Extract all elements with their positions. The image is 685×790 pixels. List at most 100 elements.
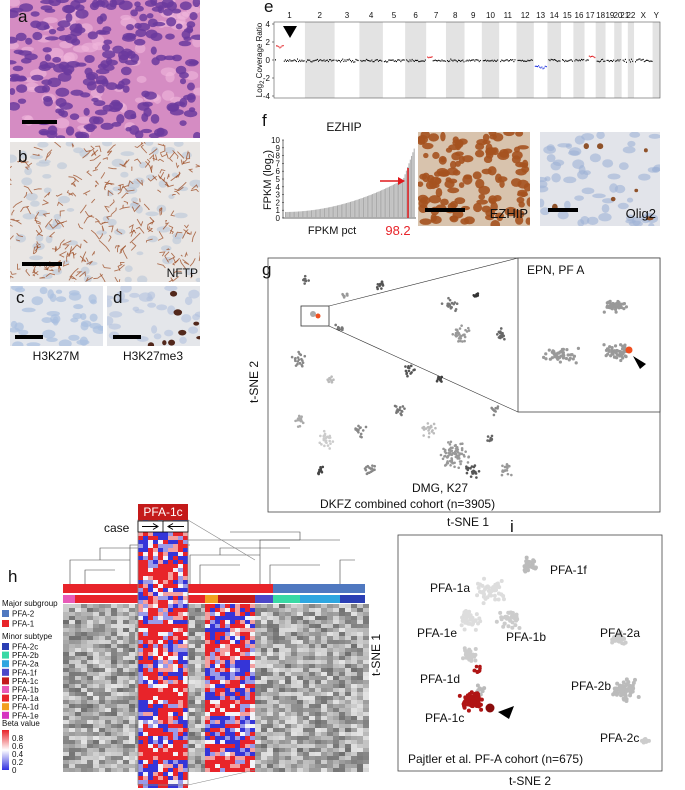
cell [23,213,36,219]
heatmap-cell [163,616,168,620]
heatmap-cell [129,732,135,736]
heatmap-cell [81,720,87,724]
heatmap-cell [178,536,183,540]
heatmap-cell [225,660,230,664]
heatmap-cell [163,644,168,648]
coverage-point [545,66,546,67]
heatmap-cell [148,724,153,728]
scale-bar [15,335,43,339]
sample-point [451,449,454,452]
heatmap-cell [273,668,279,672]
heatmap-cell [220,636,225,640]
heatmap-cell [363,704,369,708]
heatmap-cell [327,604,333,608]
sample-point [501,465,504,468]
heatmap-cell [291,664,297,668]
heatmap-cell [273,752,279,756]
heatmap-cell [267,612,273,616]
expression-bar [383,190,384,218]
heatmap-cell [183,552,188,556]
heatmap-cell [297,704,303,708]
heatmap-cell [143,748,148,752]
heatmap-cell [163,680,168,684]
coverage-point [569,60,570,61]
heatmap-cell [189,704,195,708]
heatmap-cell [303,636,309,640]
heatmap-cell [138,540,143,544]
heatmap-cell [63,712,69,716]
heatmap-cell [63,628,69,632]
cell [158,5,164,13]
heatmap-cell [357,732,363,736]
heatmap-cell [158,540,163,544]
sample-point [502,470,505,473]
heatmap-cell [81,636,87,640]
heatmap-cell [69,640,75,644]
sample-point [425,427,428,430]
heatmap-cell [261,680,267,684]
heatmap-cell [178,652,183,656]
heatmap-cell [168,680,173,684]
expression-bar [406,171,407,218]
heatmap-cell [339,632,345,636]
coverage-point [369,60,370,61]
heatmap-cell [143,556,148,560]
heatmap-cell [75,740,81,744]
heatmap-cell [148,720,153,724]
heatmap-cell [240,632,245,636]
coverage-point [299,60,300,61]
heatmap-cell [255,628,261,632]
heatmap-cell [75,724,81,728]
coverage-point [629,59,630,60]
cell [462,175,472,185]
sample-point [603,311,606,314]
heatmap-cell [195,704,201,708]
heatmap-cell [123,684,129,688]
heatmap-cell [339,688,345,692]
expression-bar [298,211,299,218]
cell [148,342,154,348]
heatmap-cell [129,676,135,680]
heatmap-cell [168,620,173,624]
heatmap-cell [215,664,220,668]
heatmap-cell [99,604,105,608]
heatmap-cell [297,624,303,628]
heatmap-cell [81,732,87,736]
heatmap-cell [138,704,143,708]
heatmap-cell [345,656,351,660]
heatmap-cell [138,708,143,712]
heatmap-cell [168,748,173,752]
heatmap-cell [351,684,357,688]
heatmap-cell [158,656,163,660]
heatmap-cell [93,760,99,764]
heatmap-cell [303,684,309,688]
sample-point [602,343,605,346]
heatmap-cell [75,700,81,704]
heatmap-cell [189,732,195,736]
sample-point [450,447,453,450]
heatmap-cell [315,760,321,764]
heatmap-cell [285,760,291,764]
heatmap-cell [168,736,173,740]
cell [475,143,484,150]
sample-point [303,355,306,358]
heatmap-cell [230,644,235,648]
heatmap-cell [143,572,148,576]
heatmap-cell [235,652,240,656]
heatmap-cell [111,732,117,736]
heatmap-cell [327,620,333,624]
heatmap-cell [63,672,69,676]
heatmap-cell [255,640,261,644]
expression-bar [386,188,387,218]
expression-bar [345,203,346,218]
heatmap-cell [321,712,327,716]
expression-bar [385,188,386,218]
expression-bar [299,211,300,218]
heatmap-cell [250,640,255,644]
heatmap-cell [93,612,99,616]
heatmap-cell [195,604,201,608]
sample-point [467,456,470,459]
heatmap-cell [235,620,240,624]
cell [119,0,133,10]
coverage-point [586,60,587,61]
